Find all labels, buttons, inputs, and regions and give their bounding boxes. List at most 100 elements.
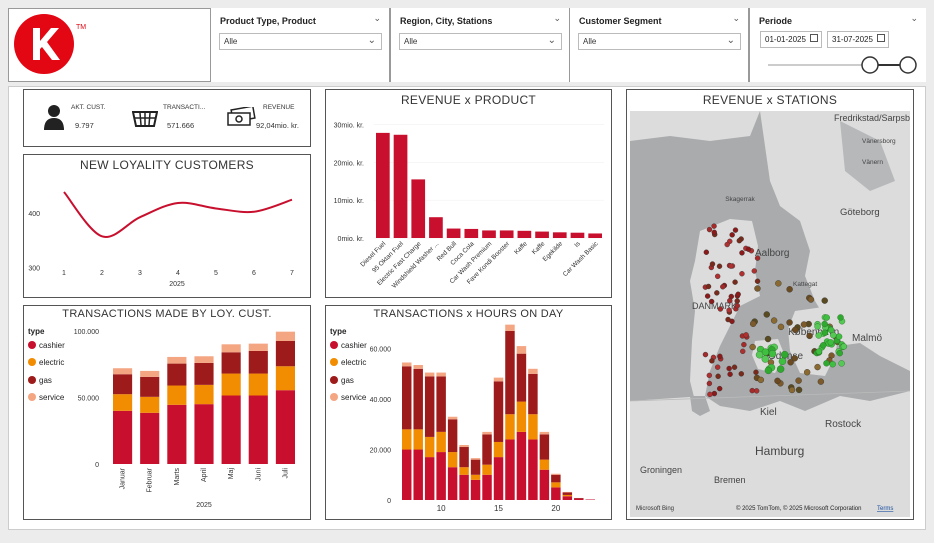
station-marker[interactable] [821,320,828,328]
legend-item-electric[interactable]: electric [330,358,366,367]
station-marker[interactable] [753,369,759,375]
station-marker[interactable] [837,314,844,321]
stations-map[interactable]: Fredrikstad/Sarpsborg Vänersborg Vänern Ska… [630,111,910,517]
station-marker[interactable] [820,342,827,349]
bar-segment-cashier[interactable] [505,439,515,500]
bar-segment-cashier[interactable] [436,452,446,500]
station-marker[interactable] [714,364,721,370]
station-marker[interactable] [717,353,723,360]
bar-segment-service[interactable] [413,365,423,369]
station-marker[interactable] [728,293,734,300]
bar-segment-service[interactable] [113,368,133,375]
station-marker[interactable] [708,298,715,305]
bar-segment-cashier[interactable] [482,474,492,500]
station-marker[interactable] [823,314,830,321]
station-marker[interactable] [835,333,843,340]
station-marker[interactable] [709,358,715,364]
bar-segment-electric[interactable] [539,459,550,470]
station-marker[interactable] [738,371,745,377]
bar[interactable] [552,232,567,238]
station-marker[interactable] [803,369,811,376]
station-marker[interactable] [736,237,743,244]
station-marker[interactable] [807,296,815,303]
chevron-down-icon[interactable]: ⌄ [553,13,561,23]
bar-segment-cashier[interactable] [551,487,561,500]
slider-start-handle[interactable] [861,56,879,74]
bar-segment-cashier[interactable] [140,412,160,464]
bar-segment-electric[interactable] [505,414,515,440]
bar-segment-gas[interactable] [551,474,561,483]
bar-segment-service[interactable] [221,344,241,353]
bar-segment-gas[interactable] [528,373,538,415]
station-marker[interactable] [740,348,746,355]
bar-segment-gas[interactable] [140,376,160,397]
station-marker[interactable] [836,349,843,357]
station-marker[interactable] [706,226,713,233]
bar-segment-electric[interactable] [275,366,295,391]
bar-segment-cashier[interactable] [528,439,538,500]
station-marker[interactable] [827,339,835,346]
bar-segment-cashier[interactable] [470,479,481,500]
station-marker[interactable] [788,386,796,394]
bar[interactable] [464,228,479,238]
station-marker[interactable] [732,227,739,233]
station-marker[interactable] [711,229,717,236]
bar-segment-cashier[interactable] [194,404,214,464]
terms-link[interactable]: Terms [877,506,893,512]
bar-segment-gas[interactable] [194,362,214,385]
bar-segment-gas[interactable] [574,497,584,499]
station-marker[interactable] [739,271,745,277]
segment-dropdown[interactable]: Alle ⌄ [578,33,741,50]
bar-segment-gas[interactable] [516,353,527,402]
bar-segment-cashier[interactable] [539,469,550,500]
bar-segment-service[interactable] [436,372,446,377]
station-marker[interactable] [749,387,755,394]
bar-segment-service[interactable] [562,491,573,493]
bar-segment-gas[interactable] [470,459,481,475]
chevron-down-icon[interactable]: ⌄ [373,13,381,23]
station-marker[interactable] [768,350,777,358]
bar-segment-gas[interactable] [447,419,458,453]
station-marker[interactable] [821,329,829,336]
bar-segment-gas[interactable] [436,376,446,432]
station-marker[interactable] [823,360,830,367]
station-marker[interactable] [715,373,721,380]
bar-segment-gas[interactable] [459,447,469,468]
station-marker[interactable] [706,372,713,379]
bar[interactable] [570,232,585,238]
station-marker[interactable] [786,286,793,293]
filter-segment[interactable]: Customer Segment ⌄ Alle ⌄ [569,8,749,82]
bar-segment-cashier[interactable] [167,404,187,464]
station-marker[interactable] [764,366,773,375]
station-marker[interactable] [754,255,761,261]
bar-segment-gas[interactable] [562,492,573,495]
station-marker[interactable] [703,249,710,255]
bar-segment-gas[interactable] [505,330,515,415]
station-marker[interactable] [764,335,772,343]
bar-segment-service[interactable] [248,343,268,351]
bar-segment-cashier[interactable] [459,474,469,500]
bar-segment-cashier[interactable] [413,449,423,500]
bar-segment-service[interactable] [167,356,187,364]
bar-segment-service[interactable] [402,362,412,367]
bar-segment-electric[interactable] [516,401,527,432]
station-marker[interactable] [814,323,821,330]
bar-segment-electric[interactable] [528,414,538,440]
bar[interactable] [535,231,549,238]
end-date-input[interactable]: 31-07-2025 [827,31,889,48]
station-marker[interactable] [711,223,717,229]
region-dropdown[interactable]: Alle ⌄ [399,33,562,50]
station-marker[interactable] [814,363,821,371]
legend-item-service[interactable]: service [330,393,366,402]
bar-segment-electric[interactable] [493,441,504,458]
station-marker[interactable] [709,261,716,267]
bar-segment-service[interactable] [194,356,214,363]
bar-segment-electric[interactable] [140,396,160,413]
bar-segment-cashier[interactable] [493,457,504,500]
bar-segment-gas[interactable] [413,368,423,430]
calendar-icon[interactable] [877,34,885,42]
legend-item-gas[interactable]: gas [28,376,52,385]
bar-segment-electric[interactable] [424,436,435,458]
station-marker[interactable] [777,323,785,331]
bar-segment-cashier[interactable] [248,395,268,464]
